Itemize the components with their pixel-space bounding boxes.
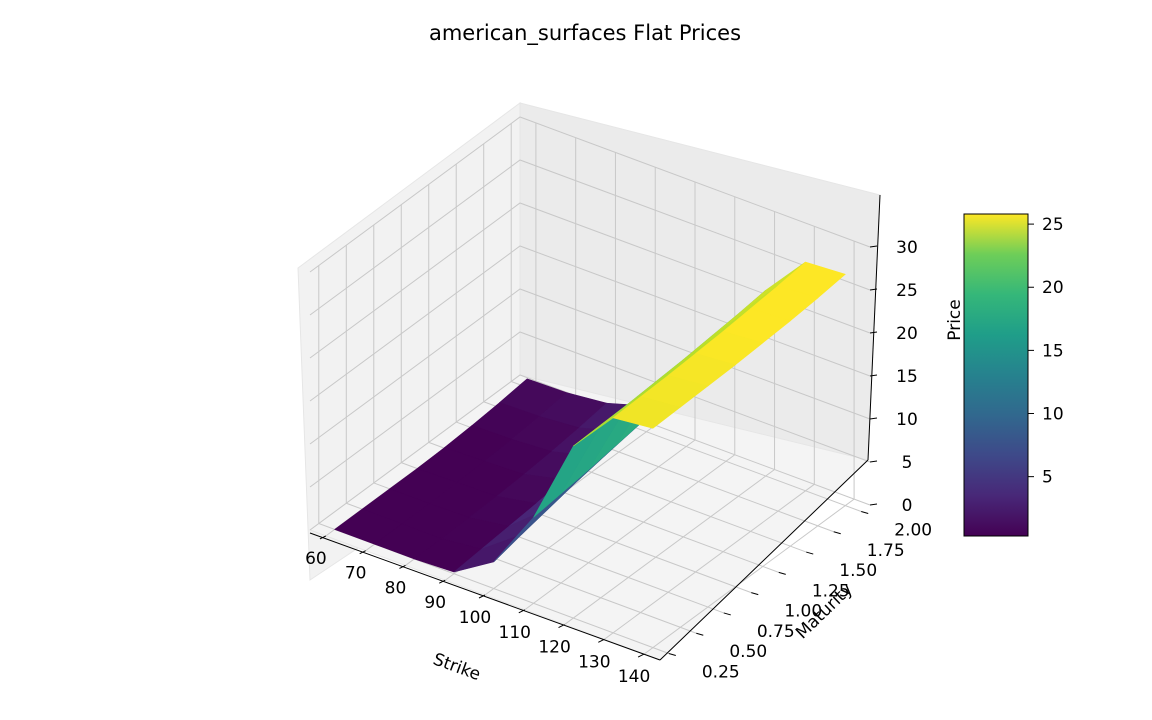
x-tick [439, 579, 446, 584]
y-tick-label: 1.25 [812, 581, 850, 601]
y-tick-label: 1.75 [867, 541, 905, 561]
z-grid-line [309, 159, 871, 316]
y-tick [668, 653, 676, 656]
y-tick [833, 531, 841, 535]
colorbar [963, 213, 1029, 537]
chart-title: american_surfaces Flat Prices [429, 21, 741, 46]
z-tick-label: 5 [902, 453, 913, 473]
y-tick-label: 1.50 [839, 561, 877, 581]
x-tick [399, 565, 406, 569]
y-tick [723, 612, 731, 616]
colorbar-tick-label: 25 [1042, 215, 1064, 235]
y-axis-line [659, 459, 869, 661]
z-tick [869, 460, 878, 463]
surface-patch [612, 396, 682, 429]
x-tick [598, 638, 605, 643]
y-tick-label: 1.00 [784, 602, 822, 622]
z-grid-line [309, 374, 871, 531]
z-tick-label: 20 [896, 324, 918, 344]
y-tick-label: 0.75 [757, 622, 795, 642]
z-grid-line [309, 202, 871, 359]
z-tick [869, 245, 878, 248]
x-tick-label: 140 [618, 667, 650, 687]
grid-lines [309, 116, 871, 655]
y-tick-label: 0.25 [702, 663, 740, 683]
z-grid-line [309, 116, 871, 273]
y-tick [696, 632, 704, 636]
y-tick-label: 2.00 [894, 520, 932, 540]
y-tick [861, 511, 869, 514]
z-tick [869, 374, 878, 377]
x-tick [319, 535, 327, 540]
z-tick-label: 0 [902, 496, 913, 516]
z-tick [869, 331, 878, 334]
z-tick [869, 288, 878, 291]
x-tick-label: 110 [499, 623, 531, 643]
x-tick [518, 609, 525, 614]
colorbar-tick-label: 20 [1042, 278, 1064, 298]
x-tick-label: 100 [459, 608, 491, 628]
z-tick-label: 30 [896, 238, 918, 258]
z-grid-line [309, 288, 871, 445]
x-tick-label: 80 [385, 578, 407, 598]
z-tick [869, 417, 878, 420]
z-tick [869, 503, 878, 506]
colorbar-tick-label: 5 [1042, 468, 1053, 488]
price-surface [334, 261, 846, 573]
x-tick-label: 120 [538, 638, 570, 658]
colorbar-ticks: 5 10 15 20 25 [1028, 215, 1064, 488]
z-tick-label: 10 [896, 410, 918, 430]
colorbar-tick-label: 10 [1042, 405, 1064, 425]
z-tick-label: 25 [896, 281, 918, 301]
z-tick-label: 15 [896, 367, 918, 387]
x-axis-label: Strike [430, 650, 483, 686]
x-tick-label: 130 [578, 652, 610, 672]
x-tick [637, 653, 645, 658]
x-tick-label: 90 [424, 593, 446, 613]
x-tick-label: 70 [345, 564, 367, 584]
y-tick [778, 571, 786, 575]
x-tick [478, 594, 486, 599]
x-tick-label: 60 [305, 549, 327, 569]
y-tick [806, 551, 814, 555]
colorbar-tick-label: 15 [1042, 341, 1064, 361]
x-tick [558, 624, 565, 628]
x-tick [359, 550, 366, 555]
z-grid-line [309, 331, 871, 488]
y-tick [751, 592, 759, 596]
z-axis-label: Price [945, 299, 965, 340]
z-axis-line [867, 194, 881, 461]
y-tick-label: 0.50 [729, 642, 767, 662]
x-axis-line [309, 532, 661, 661]
